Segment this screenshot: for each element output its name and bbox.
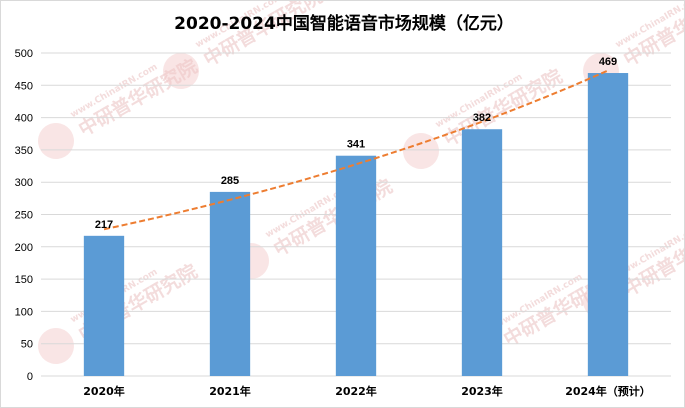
x-tick-label: 2021年 xyxy=(209,384,251,398)
y-tick-label: 50 xyxy=(21,339,33,351)
x-tick-label: 2022年 xyxy=(335,384,377,398)
watermark-logo-icon xyxy=(403,133,439,169)
y-tick-label: 500 xyxy=(15,48,33,60)
bar xyxy=(209,191,251,376)
watermark-logo-icon xyxy=(163,53,199,89)
data-label: 285 xyxy=(221,175,239,187)
trend-line xyxy=(103,69,609,231)
y-axis-tick-labels: 0 50 100 150 200 250 300 350 400 450 500 xyxy=(15,48,33,383)
y-tick-label: 350 xyxy=(15,145,33,157)
bar xyxy=(335,155,377,376)
watermark-logo-icon xyxy=(38,328,74,364)
bar xyxy=(461,129,503,376)
y-tick-label: 150 xyxy=(15,274,33,286)
x-axis-category-labels: 2020年 2021年 2022年 2023年 2024年（预计） xyxy=(83,384,651,398)
bar-series xyxy=(83,73,629,376)
bar xyxy=(83,235,125,376)
y-tick-label: 450 xyxy=(15,80,33,92)
chart-title: 2020-2024中国智能语音市场规模（亿元） xyxy=(174,13,514,34)
y-tick-label: 300 xyxy=(15,177,33,189)
x-tick-label: 2020年 xyxy=(83,384,125,398)
data-label: 382 xyxy=(473,112,491,124)
x-tick-label: 2024年（预计） xyxy=(565,384,651,398)
y-tick-label: 200 xyxy=(15,242,33,254)
x-tick-label: 2023年 xyxy=(461,384,503,398)
data-label: 341 xyxy=(347,139,365,151)
data-label: 469 xyxy=(599,56,617,68)
bar xyxy=(587,73,629,376)
y-tick-label: 100 xyxy=(15,306,33,318)
watermark-logo-icon xyxy=(38,123,74,159)
y-tick-label: 0 xyxy=(27,371,33,383)
data-label: 217 xyxy=(95,219,113,231)
data-labels: 217 285 341 382 469 xyxy=(95,56,617,231)
y-tick-label: 400 xyxy=(15,113,33,125)
y-tick-label: 250 xyxy=(15,210,33,222)
